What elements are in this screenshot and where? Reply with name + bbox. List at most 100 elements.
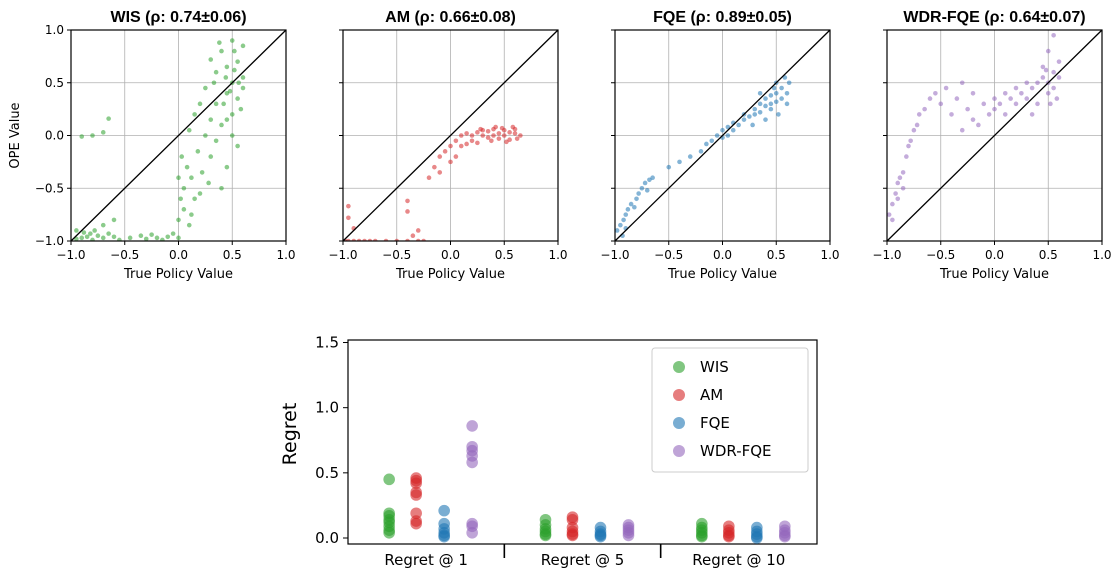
legend-marker xyxy=(673,417,685,429)
data-point xyxy=(773,99,779,105)
data-point xyxy=(410,233,416,239)
regret-point xyxy=(410,517,422,530)
data-point xyxy=(763,117,768,122)
data-point xyxy=(887,212,892,217)
data-point xyxy=(1035,80,1040,86)
data-point xyxy=(1043,67,1049,73)
regret-point xyxy=(410,489,422,501)
data-point xyxy=(1013,85,1019,91)
data-point xyxy=(197,191,203,196)
data-point xyxy=(1051,32,1056,38)
data-point xyxy=(84,234,90,240)
data-point xyxy=(485,128,491,134)
identity-line xyxy=(886,29,1103,242)
data-point xyxy=(224,64,230,70)
data-point xyxy=(784,101,790,107)
data-point xyxy=(757,101,763,107)
data-point xyxy=(74,228,79,233)
regret-point xyxy=(383,526,395,539)
data-point xyxy=(900,185,906,191)
data-point xyxy=(224,164,230,170)
regret-point xyxy=(438,504,450,517)
regret-panel: 0.0 0.5 1.0 1.5 Regret Regret @ 1 Regret @ 5 Re… xyxy=(279,334,818,569)
data-point xyxy=(229,112,235,117)
data-point xyxy=(186,127,192,133)
data-point xyxy=(184,164,190,170)
data-point xyxy=(235,143,240,149)
data-point xyxy=(949,112,954,117)
category-label: Regret @ 1 xyxy=(384,551,468,569)
data-point xyxy=(512,131,518,136)
data-point xyxy=(890,217,895,223)
data-point xyxy=(757,91,763,96)
data-point xyxy=(453,154,459,159)
data-point xyxy=(475,130,480,135)
x-tick-label: 0.5 xyxy=(223,248,242,262)
data-point xyxy=(992,106,997,112)
data-point xyxy=(236,80,241,86)
scatter-points xyxy=(615,75,792,239)
panel-title: AM (ρ: 0.66±0.08) xyxy=(385,9,516,26)
data-point xyxy=(475,140,480,146)
data-point xyxy=(747,114,752,119)
data-point xyxy=(1029,112,1035,117)
data-point xyxy=(208,154,214,159)
regret-point xyxy=(779,530,791,543)
data-point xyxy=(714,133,720,138)
scatter-panel-2: −1.0 −0.5 0.0 0.5 1.0 AM (ρ: 0.66±0.08) True P… xyxy=(328,9,567,282)
data-point xyxy=(160,237,165,241)
data-point xyxy=(709,138,715,144)
data-point xyxy=(1019,91,1024,96)
data-point xyxy=(178,196,183,202)
data-point xyxy=(900,170,906,175)
data-point xyxy=(478,126,483,132)
data-point xyxy=(890,201,895,207)
data-point xyxy=(437,170,443,175)
data-point xyxy=(965,106,970,112)
data-point xyxy=(916,112,922,117)
data-point xyxy=(149,232,154,237)
data-point xyxy=(176,235,181,241)
data-point xyxy=(642,180,648,186)
data-point xyxy=(213,101,219,107)
x-tick-label: −1.0 xyxy=(872,248,901,262)
data-point xyxy=(959,127,965,133)
data-point xyxy=(170,231,176,236)
panel-title: WDR-FQE (ρ: 0.64±0.07) xyxy=(903,9,1085,26)
data-point xyxy=(138,233,144,239)
data-point xyxy=(213,69,219,75)
x-tick-label: 1.0 xyxy=(1092,248,1111,262)
data-point xyxy=(176,217,181,223)
data-point xyxy=(496,131,502,136)
y-axis-label: OPE Value xyxy=(8,102,23,168)
data-point xyxy=(933,91,938,96)
data-point xyxy=(346,203,351,209)
x-tick-label: 0.0 xyxy=(169,248,188,262)
data-point xyxy=(208,117,214,122)
legend-label: FQE xyxy=(700,414,730,432)
regret-point xyxy=(594,530,607,543)
legend-label: AM xyxy=(700,386,723,404)
legend-marker xyxy=(673,445,685,457)
data-point xyxy=(219,185,224,191)
data-point xyxy=(959,80,965,86)
x-tick-label: 1.0 xyxy=(276,248,295,262)
x-axis-label: True Policy Value xyxy=(939,267,1049,282)
x-tick-label: −0.5 xyxy=(926,248,955,262)
data-point xyxy=(922,106,927,112)
y-tick-label: 0.0 xyxy=(315,529,339,547)
legend: WIS AM FQE WDR-FQE xyxy=(651,347,809,473)
data-point xyxy=(240,85,246,91)
data-point xyxy=(106,231,111,236)
x-tick-label: 0.5 xyxy=(495,248,514,262)
data-point xyxy=(224,117,230,122)
data-point xyxy=(779,85,784,91)
y-tick-label: 0.0 xyxy=(45,129,64,143)
identity-line xyxy=(614,29,831,242)
data-point xyxy=(189,175,194,180)
data-point xyxy=(893,191,898,196)
data-point xyxy=(405,209,410,214)
data-point xyxy=(943,85,949,91)
data-point xyxy=(229,133,235,138)
